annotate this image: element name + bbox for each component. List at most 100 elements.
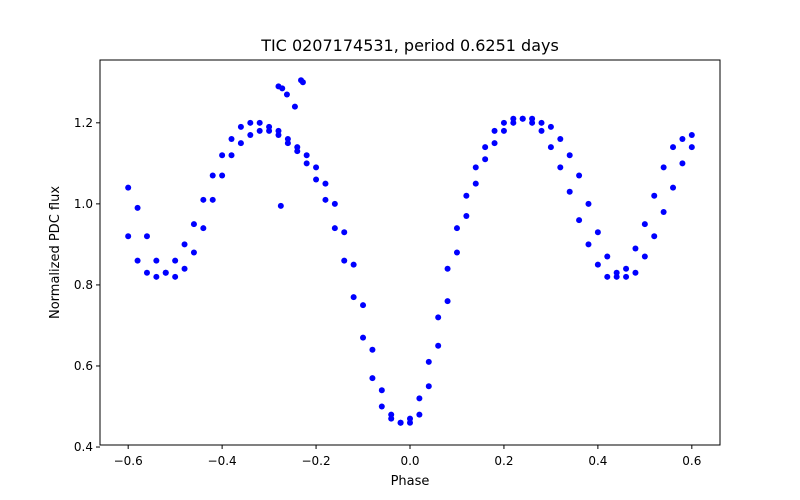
data-point bbox=[585, 241, 592, 248]
data-point bbox=[641, 221, 648, 228]
data-point bbox=[491, 127, 498, 134]
data-point bbox=[125, 233, 132, 240]
data-point bbox=[200, 196, 207, 203]
data-point bbox=[651, 233, 658, 240]
data-point bbox=[623, 273, 630, 280]
data-point bbox=[277, 202, 284, 209]
data-point bbox=[576, 172, 583, 179]
data-point bbox=[566, 152, 573, 159]
data-point bbox=[425, 383, 432, 390]
data-point bbox=[350, 294, 357, 301]
data-point bbox=[688, 131, 695, 138]
data-point bbox=[594, 229, 601, 236]
data-point bbox=[190, 221, 197, 228]
data-point bbox=[283, 91, 290, 98]
data-point bbox=[510, 119, 517, 126]
data-point bbox=[632, 245, 639, 252]
data-point bbox=[153, 273, 160, 280]
chart-title: TIC 0207174531, period 0.6251 days bbox=[260, 36, 559, 55]
data-point bbox=[566, 188, 573, 195]
data-point bbox=[172, 257, 179, 264]
data-point bbox=[172, 273, 179, 280]
data-point bbox=[313, 176, 320, 183]
data-point bbox=[472, 164, 479, 171]
data-point bbox=[153, 257, 160, 264]
data-point bbox=[237, 140, 244, 147]
data-point bbox=[557, 164, 564, 171]
x-tick-label: −0.2 bbox=[301, 454, 330, 468]
data-point bbox=[360, 334, 367, 341]
data-point bbox=[641, 253, 648, 260]
data-point bbox=[594, 261, 601, 268]
data-point bbox=[435, 314, 442, 321]
data-point bbox=[266, 123, 273, 130]
data-point bbox=[453, 225, 460, 232]
data-point bbox=[313, 164, 320, 171]
data-point bbox=[219, 152, 226, 159]
x-axis-ticks: −0.6 −0.4 −0.2 0.0 0.2 0.4 0.6 bbox=[114, 445, 701, 468]
data-point bbox=[651, 192, 658, 199]
data-point bbox=[237, 123, 244, 130]
data-point bbox=[397, 419, 404, 426]
data-point bbox=[407, 419, 413, 426]
y-tick-label: 0.8 bbox=[74, 278, 93, 292]
x-tick-label: −0.6 bbox=[114, 454, 143, 468]
data-point bbox=[378, 387, 385, 394]
y-tick-label: 0.4 bbox=[74, 440, 93, 454]
data-point bbox=[547, 123, 554, 130]
data-point bbox=[341, 229, 348, 236]
data-point bbox=[557, 136, 564, 143]
data-point bbox=[228, 152, 235, 159]
data-point bbox=[350, 261, 357, 268]
data-point bbox=[529, 115, 536, 122]
data-point bbox=[623, 265, 630, 272]
data-point bbox=[679, 160, 686, 167]
data-point bbox=[284, 136, 291, 143]
data-point bbox=[604, 273, 611, 280]
y-tick-label: 0.6 bbox=[74, 359, 93, 373]
data-point bbox=[209, 172, 216, 179]
data-point bbox=[482, 144, 489, 151]
data-point bbox=[275, 127, 282, 134]
data-point bbox=[660, 208, 667, 215]
data-point bbox=[500, 127, 507, 134]
data-point bbox=[143, 233, 150, 240]
data-point bbox=[378, 403, 385, 410]
x-tick-label: −0.4 bbox=[208, 454, 237, 468]
data-point bbox=[519, 115, 526, 122]
data-point bbox=[322, 180, 329, 187]
data-point bbox=[500, 119, 507, 126]
data-point bbox=[134, 257, 141, 264]
data-point bbox=[425, 358, 432, 365]
data-point bbox=[294, 144, 301, 151]
data-point bbox=[388, 411, 395, 418]
data-point bbox=[219, 172, 226, 179]
data-point bbox=[360, 302, 367, 309]
data-point bbox=[688, 144, 695, 151]
data-point bbox=[632, 269, 639, 276]
data-point bbox=[585, 200, 592, 207]
data-point bbox=[331, 225, 338, 232]
scatter-points-layer bbox=[125, 77, 695, 426]
data-point bbox=[247, 131, 254, 138]
data-point bbox=[576, 217, 583, 224]
data-point bbox=[679, 136, 686, 143]
x-tick-label: 0.2 bbox=[494, 454, 513, 468]
y-axis-label: Normalized PDC flux bbox=[48, 186, 63, 319]
data-point bbox=[547, 144, 554, 151]
data-point bbox=[162, 269, 169, 276]
data-point bbox=[444, 265, 451, 272]
data-point bbox=[331, 200, 338, 207]
data-point bbox=[190, 249, 197, 256]
data-point bbox=[491, 140, 498, 147]
data-point bbox=[369, 346, 376, 353]
data-point bbox=[670, 144, 677, 151]
data-point bbox=[228, 136, 235, 143]
data-point bbox=[299, 79, 306, 86]
y-axis-ticks: 0.4 0.6 0.8 1.0 1.2 bbox=[74, 116, 100, 454]
data-point bbox=[341, 257, 348, 264]
data-point bbox=[472, 180, 479, 187]
data-point bbox=[670, 184, 677, 191]
data-point bbox=[660, 164, 667, 171]
